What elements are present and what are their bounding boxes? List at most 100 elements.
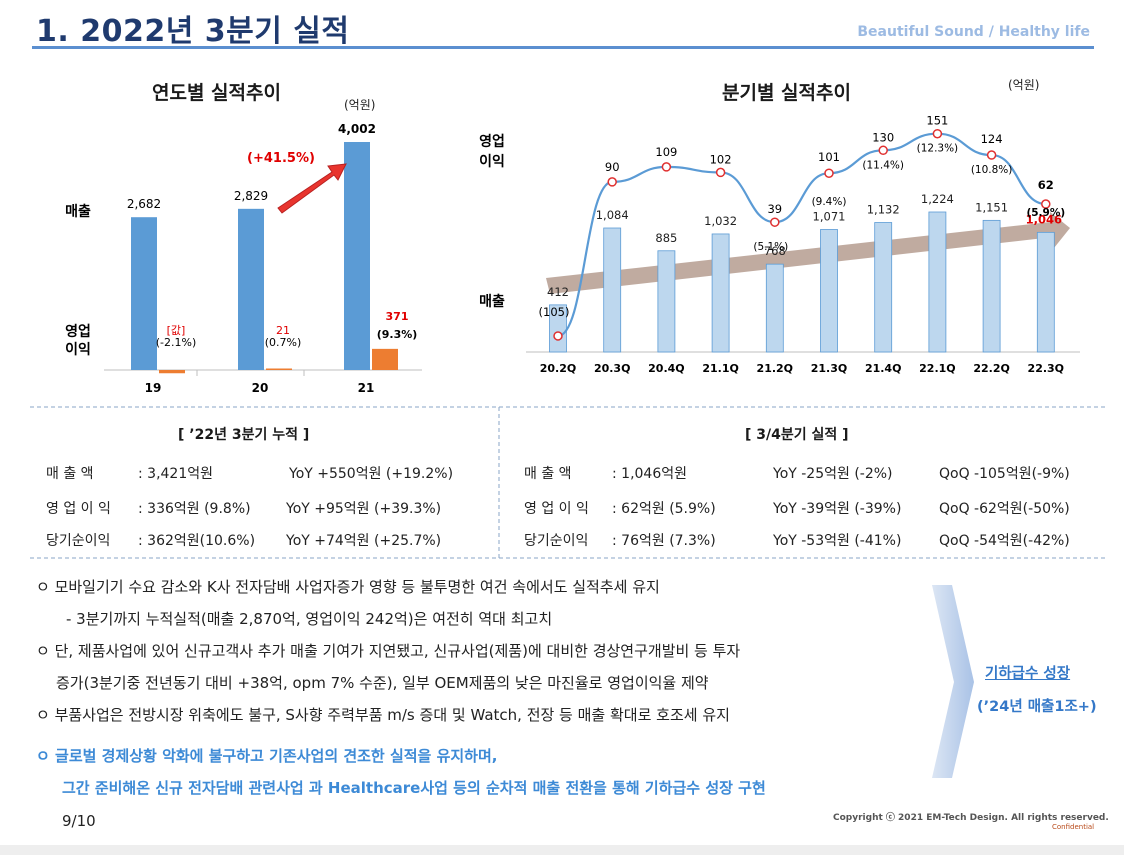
chevron-right-icon [932, 585, 974, 778]
profit-point [553, 331, 563, 341]
profit-margin-label: (0.7%) [265, 336, 302, 349]
profit-label: 90 [605, 160, 620, 174]
cum-net-yoy: YoY +74억원 (+25.7%) [286, 533, 442, 549]
sales-bar [344, 142, 370, 370]
sales-bar [820, 229, 838, 353]
profit-margin-label: (11.4%) [862, 159, 904, 171]
x-tick-label: 21 [358, 381, 375, 395]
q-op-yoy: YoY -39억원 (-39%) [773, 501, 902, 517]
page-number: 9/10 [62, 812, 96, 830]
profit-point [878, 145, 888, 156]
sales-bar [657, 250, 676, 353]
x-tick-label: 20 [252, 381, 269, 395]
x-tick-label: 21.2Q [757, 362, 794, 375]
bullet-1-sub: - 3분기까지 누적실적(매출 2,870억, 영업이익 242억)은 여전히 … [66, 610, 553, 628]
sales-bar [874, 222, 893, 353]
cum-sales-yoy: YoY +550억원 (+19.2%) [289, 466, 454, 482]
sales-bar [928, 211, 947, 353]
annual-chart-unit: (억원) [344, 98, 376, 112]
sales-bar [238, 208, 264, 370]
sales-bar [711, 233, 730, 353]
annual-chart: 매출영업이익2,682[값](-2.1%)192,82921(0.7%)204,… [65, 122, 422, 395]
q-op-value: : 62억원 (5.9%) [612, 501, 716, 517]
growth-sub: (’24년 매출1조+) [977, 699, 1097, 715]
profit-margin-label: (9.4%) [812, 196, 847, 208]
growth-arrow [277, 163, 347, 214]
profit-point [986, 150, 997, 160]
sales-label: 2,829 [234, 189, 268, 203]
sales-label: 768 [764, 244, 786, 258]
q-net-label: 당기순이익 [524, 533, 589, 549]
x-tick-label: 22.3Q [1028, 362, 1065, 375]
quarterly-chart-title: 분기별 실적추이 [722, 82, 851, 104]
bullet-3: ㅇ 부품사업은 전방시장 위축에도 불구, S사향 주력부품 m/s 증대 및 … [36, 706, 730, 724]
profit-label: 102 [710, 152, 732, 166]
profit-point [932, 128, 943, 139]
profit-label: 39 [767, 202, 782, 216]
bullet-2-cont: 증가(3분기중 전년동기 대비 +38억, opm 7% 수준), 일부 OEM… [56, 674, 709, 692]
sales-label: 885 [655, 231, 677, 245]
cum-op-value: : 336억원 (9.8%) [138, 501, 251, 517]
q-net-yoy: YoY -53억원 (-41%) [773, 533, 902, 549]
growth-label: 기하급수 성장 [985, 666, 1071, 682]
profit-point [607, 177, 617, 187]
page-title: 1. 2022년 3분기 실적 [36, 14, 350, 49]
bottom-bar [0, 845, 1124, 855]
q-sales-value: : 1,046억원 [612, 466, 688, 482]
profit-label: 109 [655, 145, 677, 159]
x-tick-label: 22.1Q [919, 362, 956, 375]
profit-label: 101 [818, 150, 840, 164]
sales-label: 2,682 [127, 197, 161, 211]
cum-op-yoy: YoY +95억원 (+39.3%) [286, 501, 442, 517]
bullet-1: ㅇ 모바일기기 수요 감소와 K사 전자담배 사업자증가 영향 등 불투명한 여… [36, 578, 660, 596]
q-sales-label: 매 출 액 [524, 466, 572, 482]
profit-point [1041, 199, 1051, 209]
profit-point [770, 217, 780, 227]
profit-margin-label: (-2.1%) [156, 336, 197, 349]
trend-arrow [546, 212, 1070, 294]
q-sales-yoy: YoY -25억원 (-2%) [773, 466, 893, 482]
profit-point [661, 162, 672, 172]
q-op-label: 영 업 이 익 [524, 501, 589, 517]
q-net-value: : 76억원 (7.3%) [612, 533, 716, 549]
slogan: Beautiful Sound / Healthy life [857, 24, 1090, 40]
cum-op-label: 영 업 이 익 [46, 501, 111, 517]
profit-bar [159, 370, 185, 374]
profit-label: (105) [539, 305, 570, 319]
row-label-profit: 이익 [479, 153, 505, 170]
sales-label: 412 [547, 285, 569, 299]
highlight-bullet-1: ㅇ 글로벌 경제상황 악화에 불구하고 기존사업의 견조한 실적을 유지하며, [36, 747, 498, 765]
sales-label: 1,032 [704, 214, 737, 228]
profit-margin-label: (5.1%) [753, 241, 788, 253]
profit-point [715, 167, 726, 178]
profit-label: [값] [167, 324, 186, 337]
profit-label: 371 [386, 310, 409, 323]
sales-label: 4,002 [338, 122, 376, 136]
q-net-qoq: QoQ -54억원(-42%) [939, 533, 1070, 549]
x-tick-label: 20.3Q [594, 362, 631, 375]
profit-label: 21 [276, 324, 290, 337]
sales-bar [1036, 231, 1055, 353]
row-label-profit: 영업 [479, 133, 505, 150]
highlight-bullet-2: 그간 준비해온 신규 전자담배 관련사업 과 Healthcare사업 등의 순… [62, 779, 766, 797]
row-label-sales: 매출 [65, 203, 91, 220]
q-op-qoq: QoQ -62억원(-50%) [939, 501, 1070, 517]
x-tick-label: 21.1Q [702, 362, 739, 375]
profit-margin-label: (5.9%) [1026, 207, 1065, 219]
profit-label: 124 [981, 132, 1003, 146]
title-divider [32, 46, 1094, 49]
row-label-profit: 영업 [65, 323, 91, 340]
cumulative-heading: [ ’22년 3분기 누적 ] [178, 427, 310, 443]
x-tick-label: 19 [145, 381, 162, 395]
growth-annotation: (+41.5%) [247, 151, 315, 166]
row-label-sales: 매출 [479, 293, 505, 310]
sales-label: 1,046 [1026, 212, 1062, 226]
bullet-2: ㅇ 단, 제품사업에 있어 신규고객사 추가 매출 기여가 지연됐고, 신규사업… [36, 642, 741, 660]
cum-net-value: : 362억원(10.6%) [138, 533, 256, 549]
row-label-profit: 이익 [65, 341, 91, 358]
profit-margin-label: (10.8%) [971, 164, 1013, 176]
copyright: Copyright ⓒ 2021 EM-Tech Design. All rig… [833, 813, 1109, 823]
sales-label: 1,224 [921, 192, 954, 206]
